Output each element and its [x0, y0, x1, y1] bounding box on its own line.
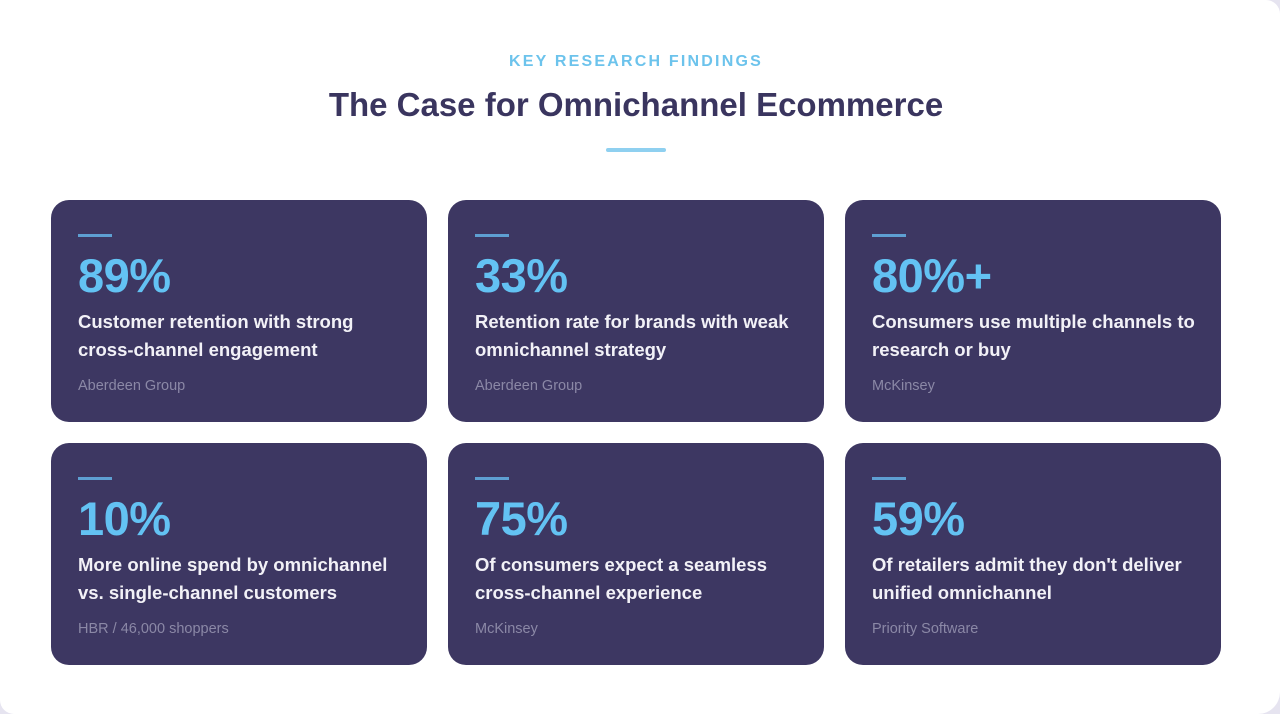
stat-card-online-spend: 10% More online spend by omnichannel vs.… [51, 443, 427, 665]
stat-value: 59% [872, 492, 965, 545]
stat-value: 89% [78, 249, 171, 302]
stat-source: HBR / 46,000 shoppers [78, 621, 229, 637]
stat-description: Of consumers expect a seamless cross-cha… [475, 554, 768, 603]
stat-description: Customer retention with strong cross-cha… [78, 311, 354, 360]
stat-source: Aberdeen Group [475, 378, 583, 394]
stat-source: Priority Software [872, 621, 979, 637]
stat-value: 10% [78, 492, 171, 545]
stat-source: McKinsey [872, 378, 935, 394]
stat-card-seamless-expectation: 75% Of consumers expect a seamless cross… [448, 443, 824, 665]
stat-card-retention-strong: 89% Customer retention with strong cross… [51, 200, 427, 422]
card-accent-line [78, 234, 112, 237]
stat-source: Aberdeen Group [78, 378, 186, 394]
card-accent-line [872, 234, 906, 237]
stat-value: 75% [475, 492, 568, 545]
card-accent-line [475, 477, 509, 480]
card-accent-line [475, 234, 509, 237]
stat-source: McKinsey [475, 621, 538, 637]
stat-card-retention-weak: 33% Retention rate for brands with weak … [448, 200, 824, 422]
page-title: The Case for Omnichannel Ecommerce [328, 86, 944, 123]
stat-description: More online spend by omnichannel vs. sin… [78, 554, 388, 603]
stat-value: 33% [475, 249, 568, 302]
stat-card-multiple-channels: 80%+ Consumers use multiple channels to … [845, 200, 1221, 422]
stat-description: Retention rate for brands with weak omni… [475, 311, 789, 360]
stat-card-retailers-admit: 59% Of retailers admit they don't delive… [845, 443, 1221, 665]
section-eyebrow: KEY RESEARCH FINDINGS [509, 53, 763, 70]
card-accent-line [872, 477, 906, 480]
card-accent-line [78, 477, 112, 480]
title-divider [606, 148, 666, 152]
stat-description: Of retailers admit they don't deliver un… [872, 554, 1182, 603]
stat-value: 80%+ [872, 249, 992, 302]
stat-description: Consumers use multiple channels to resea… [872, 311, 1195, 360]
